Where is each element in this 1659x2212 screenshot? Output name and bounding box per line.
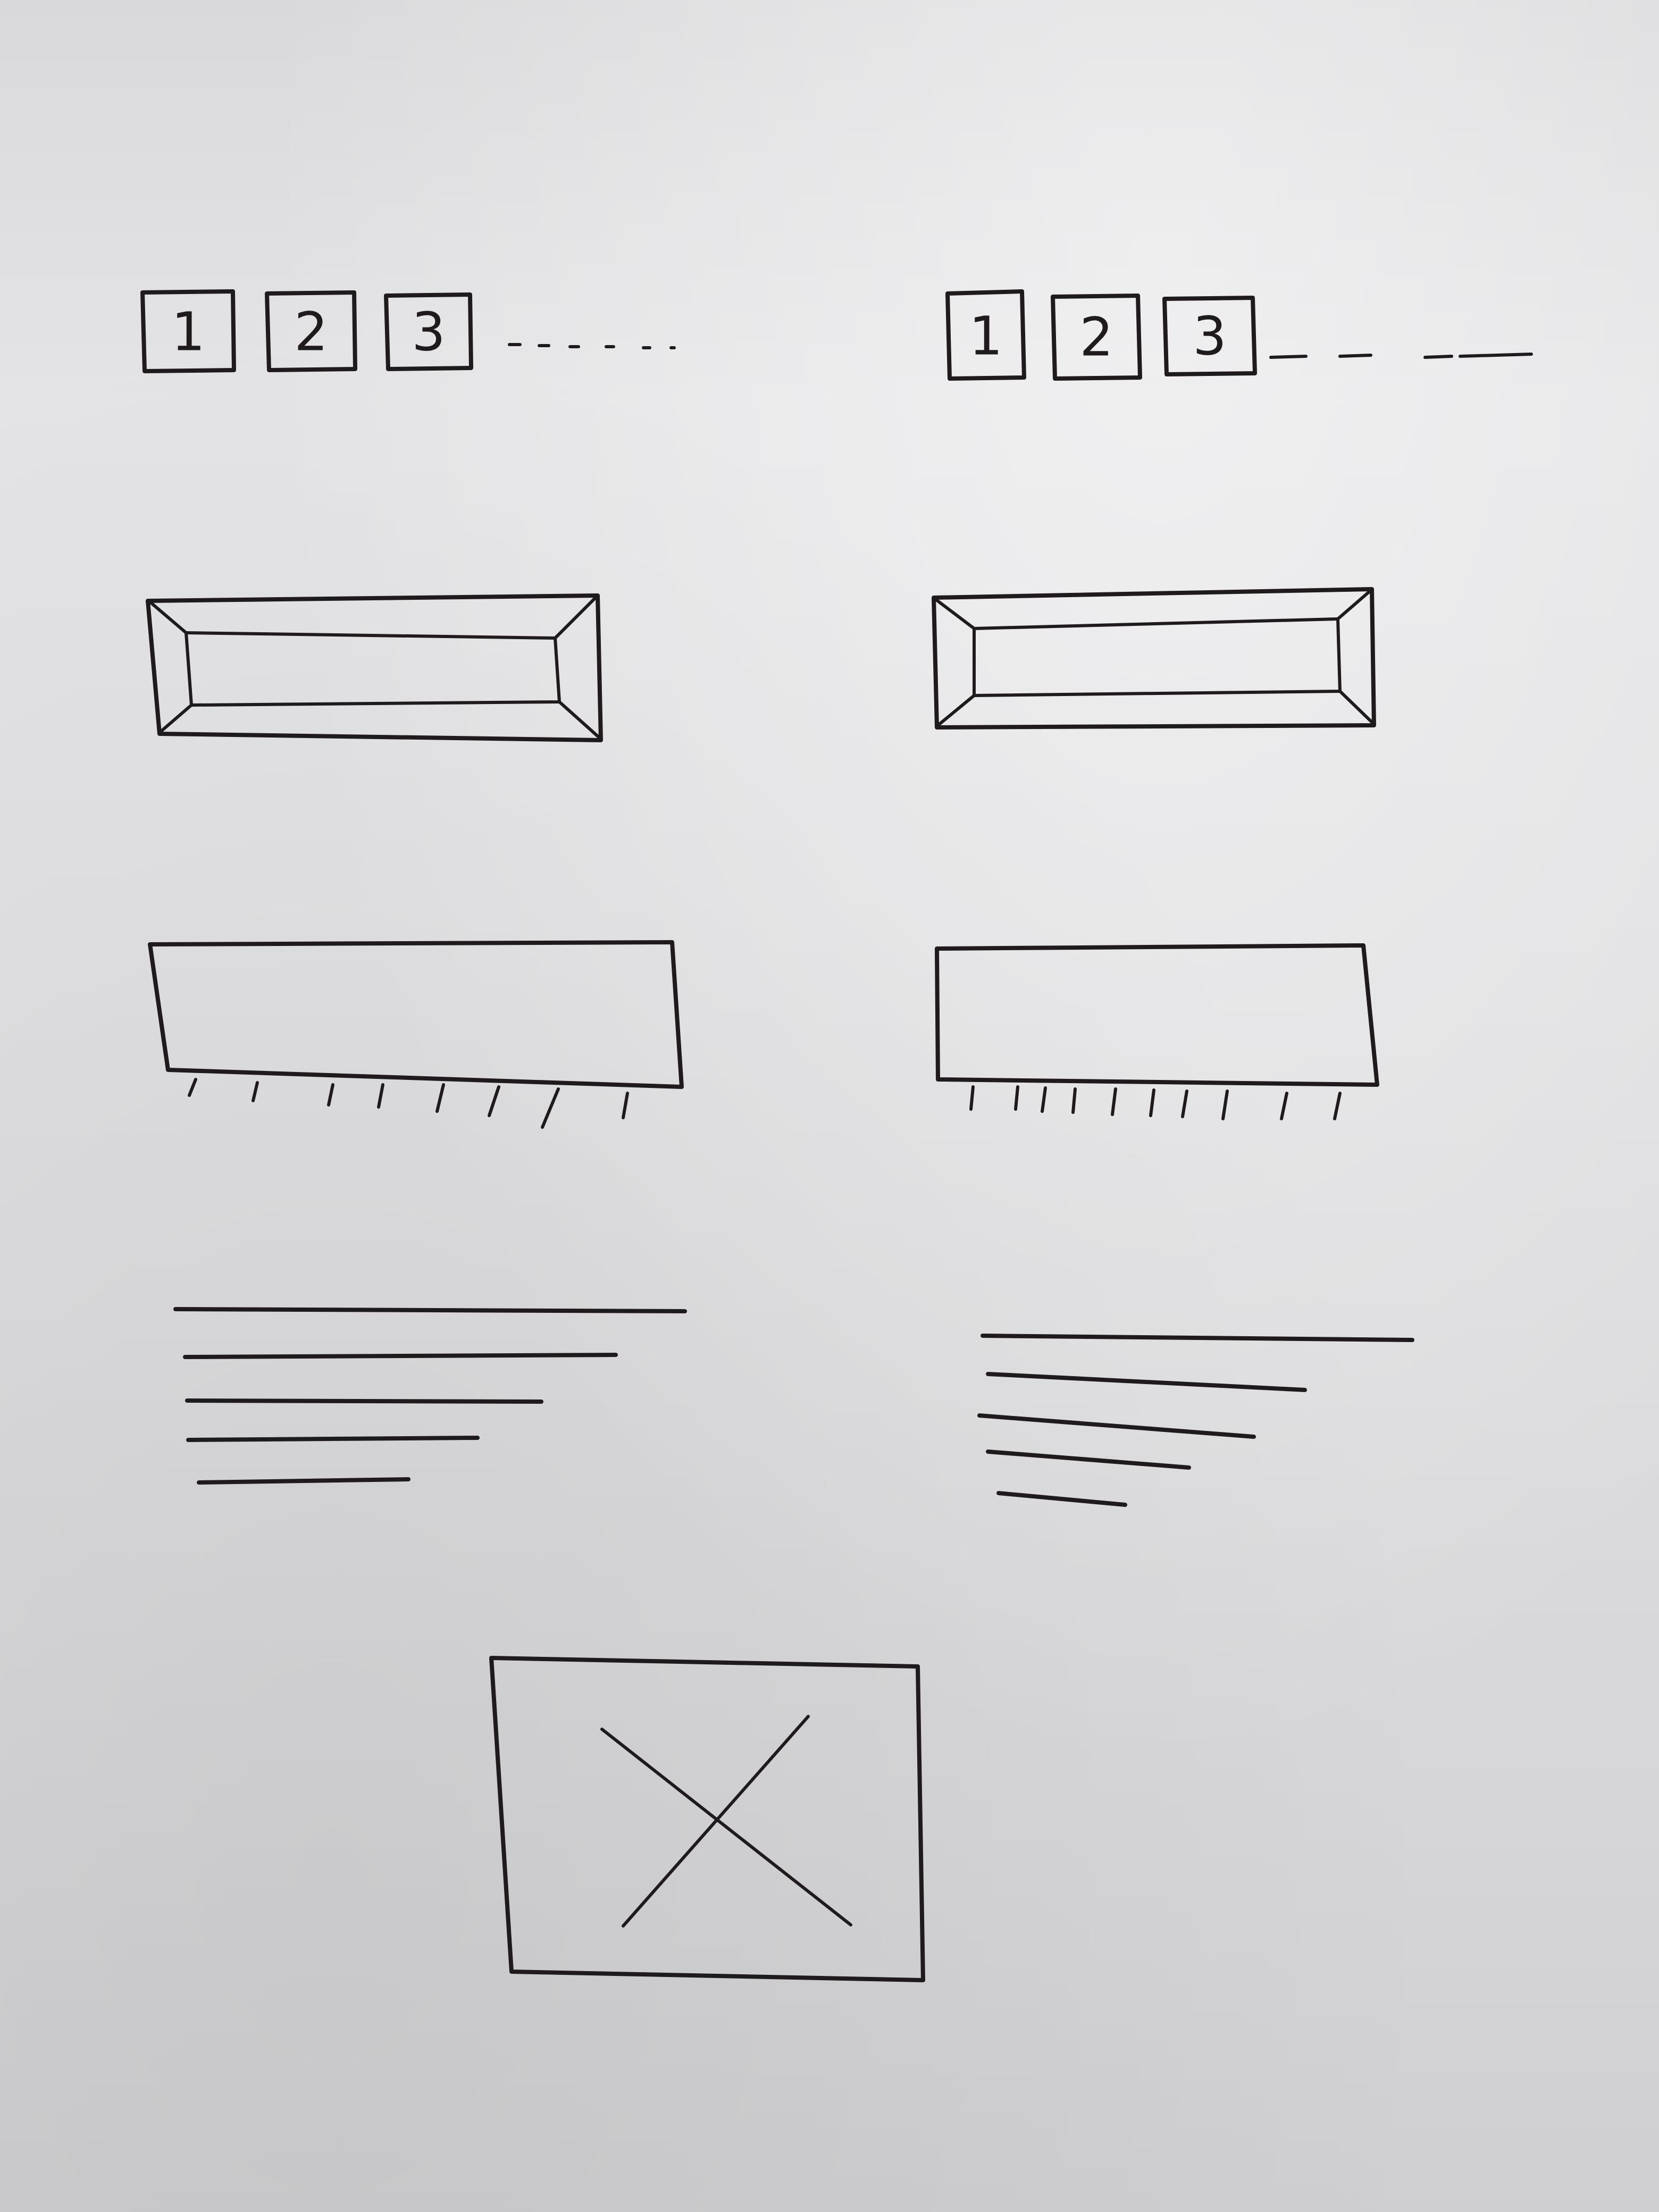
page-number-1: 1 [171,301,205,363]
page-button-1[interactable]: 1 [140,289,236,373]
page-button-2[interactable]: 2 [265,290,357,372]
page-button-1[interactable]: 1 [945,289,1026,381]
beveled-button-right[interactable] [932,587,1376,730]
page-number-2: 2 [294,301,328,363]
page-number-3: 3 [1193,305,1227,367]
pagination-right: 1 2 3 [945,289,1533,381]
hatched-panel-right [935,943,1379,1120]
text-lines-left [173,1307,687,1485]
page-number-2: 2 [1079,306,1113,368]
page-number-1: 1 [969,305,1003,367]
pagination-ellipsis-left [508,343,676,349]
pagination-ellipsis-right [1269,353,1533,359]
beveled-button-left[interactable] [146,593,603,742]
page-button-2[interactable]: 2 [1051,294,1142,381]
page-button-3[interactable]: 3 [1162,296,1257,376]
image-placeholder [489,1656,925,1982]
pagination-left: 1 2 3 [140,289,676,373]
hatched-panel-left [148,940,684,1129]
page-number-3: 3 [412,301,446,363]
text-lines-right [977,1334,1414,1507]
page-button-3[interactable]: 3 [384,292,473,371]
